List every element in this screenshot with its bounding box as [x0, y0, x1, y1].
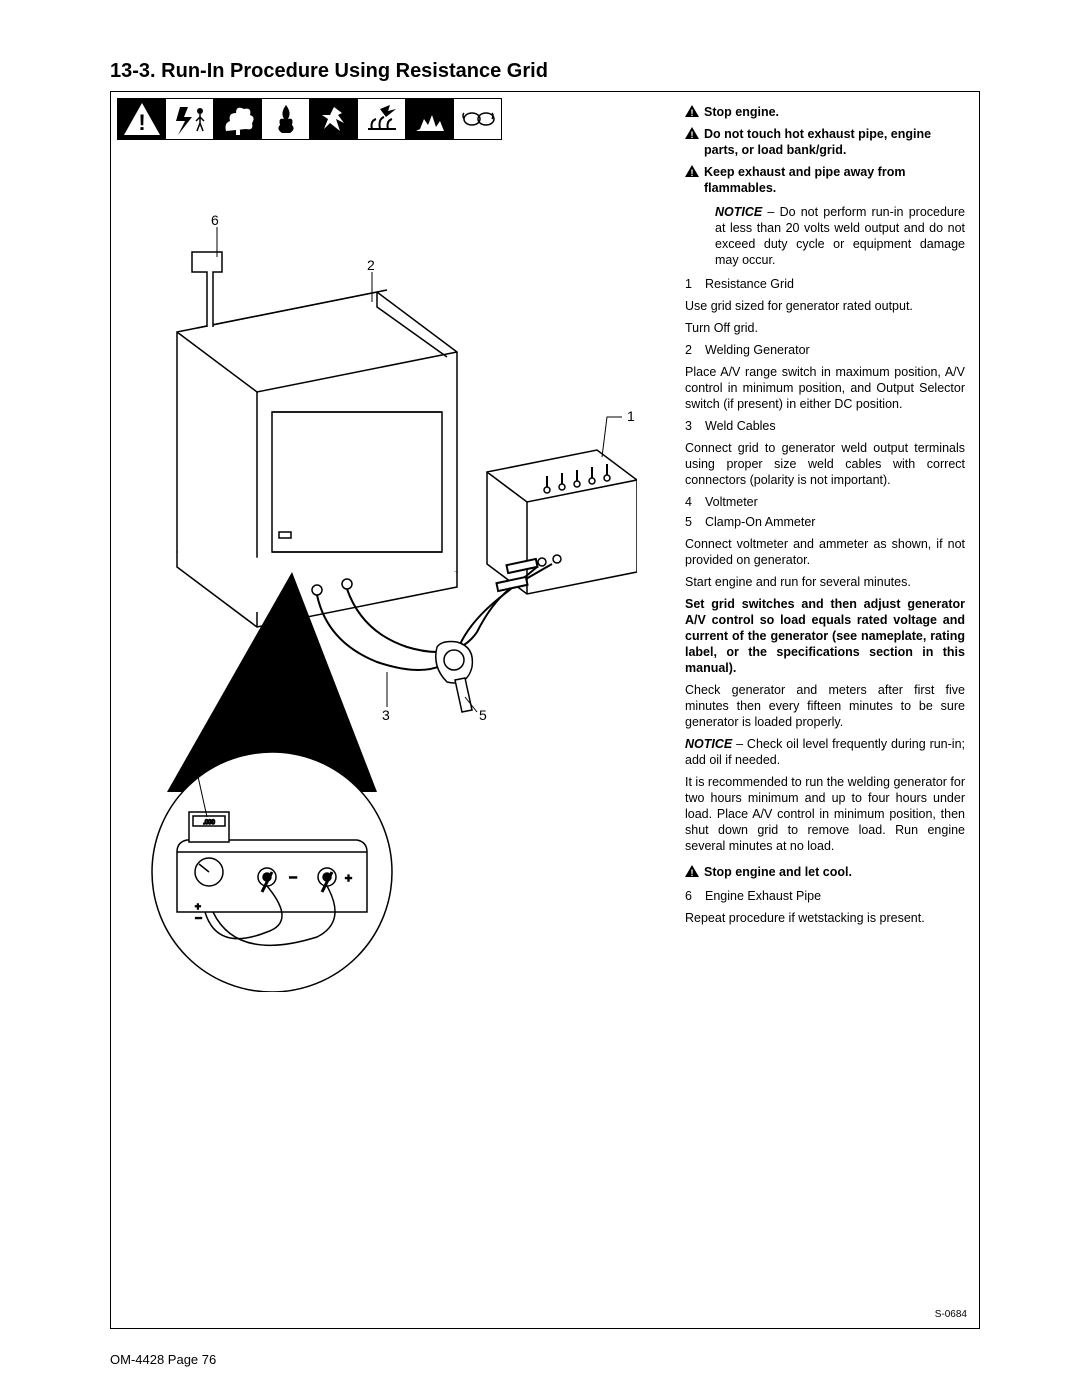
svg-text:−: −	[195, 911, 202, 925]
item-2: 2Welding Generator	[685, 342, 965, 358]
reference-number: S-0684	[935, 1309, 967, 1320]
moving-parts-icon	[309, 98, 358, 140]
notice-2: NOTICE – Check oil level frequently duri…	[685, 736, 965, 768]
page-footer: OM-4428 Page 76	[110, 1352, 216, 1367]
instruction-text: ! Stop engine. ! Do not touch hot exhaus…	[685, 104, 965, 932]
svg-text:!: !	[138, 110, 145, 135]
notice-1-label: NOTICE	[715, 205, 762, 219]
section-title-text: Run-In Procedure Using Resistance Grid	[161, 60, 548, 82]
section-title: 13-3. Run-In Procedure Using Resistance …	[110, 60, 990, 83]
warning-2-text: Do not touch hot exhaust pipe, engine pa…	[704, 126, 965, 158]
svg-text:−: −	[289, 869, 297, 885]
warning-flammables: ! Keep exhaust and pipe away from flamma…	[685, 164, 965, 196]
hot-surface-icon	[357, 98, 406, 140]
eye-protection-icon	[453, 98, 502, 140]
item-4-label: Voltmeter	[705, 495, 758, 509]
item-6-label: Engine Exhaust Pipe	[705, 889, 821, 903]
item-1: 1Resistance Grid	[685, 276, 965, 292]
warning-stop-engine: ! Stop engine.	[685, 104, 965, 120]
fire-icon	[261, 98, 310, 140]
item-6: 6Engine Exhaust Pipe	[685, 888, 965, 904]
callout-6: 6	[211, 212, 219, 228]
item-1-text2: Turn Off grid.	[685, 320, 965, 336]
item-6-text: Repeat procedure if wetstacking is prese…	[685, 910, 965, 926]
warning-3-text: Keep exhaust and pipe away from flammabl…	[704, 164, 965, 196]
explosion-icon	[405, 98, 454, 140]
hazard-icon-row: !	[117, 98, 501, 140]
callout-2: 2	[367, 257, 375, 273]
item-5-label: Clamp-On Ammeter	[705, 515, 815, 529]
fumes-icon	[213, 98, 262, 140]
warning-4-text: Stop engine and let cool.	[704, 864, 852, 880]
item-5: 5Clamp-On Ammeter	[685, 514, 965, 530]
set-grid-paragraph: Set grid switches and then adjust genera…	[685, 596, 965, 676]
notice-1: NOTICE – Do not perform run-in procedure…	[715, 204, 965, 268]
svg-text:!: !	[691, 168, 694, 177]
svg-text:!: !	[691, 868, 694, 877]
warning-triangle-icon: !	[117, 98, 166, 140]
item-1-label: Resistance Grid	[705, 277, 794, 291]
svg-text:+: +	[345, 871, 352, 885]
callout-1: 1	[627, 408, 635, 424]
electric-shock-icon	[165, 98, 214, 140]
item-4: 4Voltmeter	[685, 494, 965, 510]
warning-let-cool: ! Stop engine and let cool.	[685, 864, 965, 880]
item-1-text1: Use grid sized for generator rated outpu…	[685, 298, 965, 314]
warning-hot-parts: ! Do not touch hot exhaust pipe, engine …	[685, 126, 965, 158]
svg-text:!: !	[691, 130, 694, 139]
callout-4: 4	[189, 756, 197, 772]
item-3: 3Weld Cables	[685, 418, 965, 434]
callout-5: 5	[479, 707, 487, 723]
callout-3: 3	[382, 707, 390, 723]
item-5-text1: Connect voltmeter and ammeter as shown, …	[685, 536, 965, 568]
svg-text:.000: .000	[203, 820, 215, 826]
check-paragraph: Check generator and meters after first f…	[685, 682, 965, 730]
recommendation-paragraph: It is recommended to run the welding gen…	[685, 774, 965, 854]
content-frame: !	[110, 91, 980, 1329]
item-3-label: Weld Cables	[705, 419, 776, 433]
item-2-text: Place A/V range switch in maximum positi…	[685, 364, 965, 412]
item-5-text2: Start engine and run for several minutes…	[685, 574, 965, 590]
notice-2-label: NOTICE	[685, 737, 732, 751]
item-3-text: Connect grid to generator weld output te…	[685, 440, 965, 488]
warning-1-text: Stop engine.	[704, 104, 779, 120]
svg-text:!: !	[691, 108, 694, 117]
equipment-diagram: .000 − + + −	[117, 152, 637, 992]
section-number: 13-3.	[110, 60, 156, 82]
item-2-label: Welding Generator	[705, 343, 810, 357]
